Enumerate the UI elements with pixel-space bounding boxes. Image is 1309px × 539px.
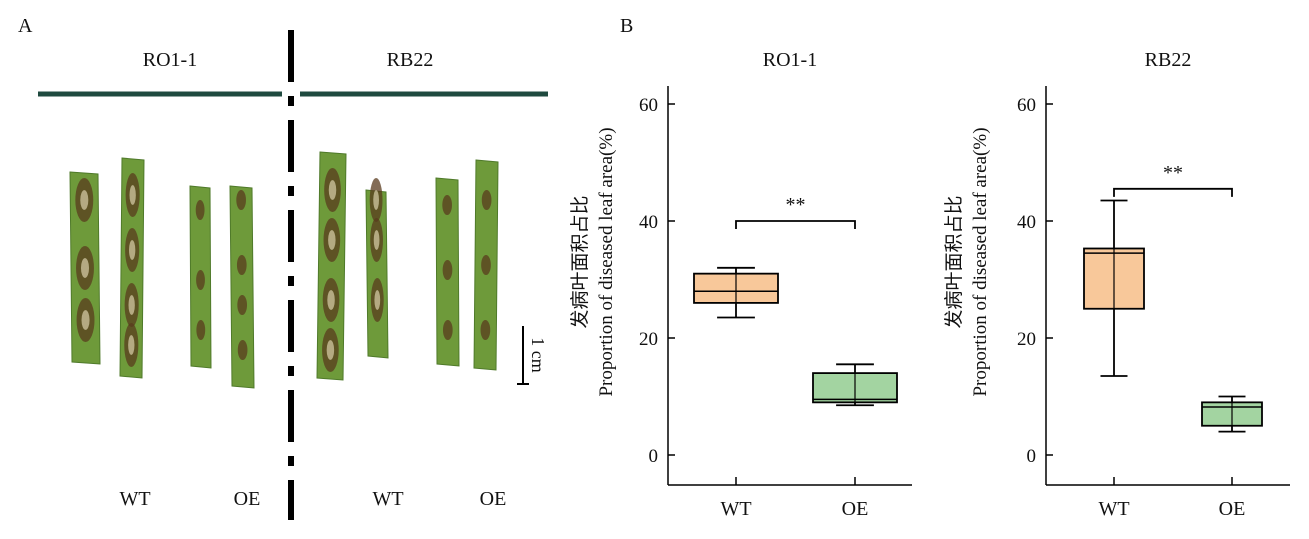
panel-a: A RO1-1 RB22 1 cm WT OE WT OE xyxy=(18,15,548,520)
leaf-3-lesion-3 xyxy=(196,320,206,340)
ylabel-en-ro1-1: Proportion of diseased leaf area(%) xyxy=(596,127,617,396)
leaf-1-lesion-center-1 xyxy=(80,190,89,210)
chart-ro1-1-significance-bracket xyxy=(735,220,856,229)
chart-ro1-1-xtick-label-oe: OE xyxy=(842,498,869,520)
leaf-5-lesion-center-1 xyxy=(328,180,337,200)
chart-ro1-1-significance-label: ** xyxy=(786,194,806,216)
leaf-5-lesion-center-3 xyxy=(327,290,335,310)
leaf-4-lesion-1 xyxy=(236,190,246,210)
leaf-2-lesion-center-4 xyxy=(128,335,135,355)
label-ro1-1-oe: OE xyxy=(234,488,261,510)
leaf-4-lesion-3 xyxy=(237,295,248,315)
chart-ro1-1: RO1-1 发病叶面积占比 Proportion of diseased lea… xyxy=(569,49,912,520)
leaf-3-lesion-2 xyxy=(196,270,205,290)
group-title-rb22: RB22 xyxy=(387,49,434,71)
leaf-6-lesion-center-1 xyxy=(373,190,379,210)
leaf-1-lesion-center-2 xyxy=(80,258,90,278)
group-title-ro1-1: RO1-1 xyxy=(143,49,197,71)
leaf-2-lesion-center-3 xyxy=(128,295,135,315)
leaf-5-lesion-center-4 xyxy=(326,340,335,360)
leaf-8-lesion-1 xyxy=(481,190,492,210)
label-rb22-wt: WT xyxy=(372,488,403,510)
ylabel-en-rb22: Proportion of diseased leaf area(%) xyxy=(970,127,991,396)
panel-b: B RO1-1 发病叶面积占比 Proportion of diseased l… xyxy=(569,15,1290,520)
chart-ro1-1-ytick-label-20: 20 xyxy=(639,329,658,350)
label-rb22-oe: OE xyxy=(480,488,507,510)
label-ro1-1-wt: WT xyxy=(119,488,150,510)
chart-rb22-ytick-label-40: 40 xyxy=(1017,212,1036,233)
chart-ro1-1-ytick-label-40: 40 xyxy=(639,212,658,233)
leaf-2-lesion-center-1 xyxy=(129,185,136,205)
chart-rb22-significance-label: ** xyxy=(1163,162,1183,184)
leaf-1-lesion-center-3 xyxy=(81,310,90,330)
chart-rb22-ytick-label-60: 60 xyxy=(1017,95,1036,116)
chart-rb22-xtick-label-oe: OE xyxy=(1219,498,1246,520)
leaf-4-lesion-2 xyxy=(236,255,247,275)
panel-b-letter: B xyxy=(620,15,633,37)
leaf-5 xyxy=(316,151,347,381)
chart-title-rb22: RB22 xyxy=(1145,49,1192,71)
leaf-5-lesion-center-2 xyxy=(328,230,336,250)
leaf-7-lesion-3 xyxy=(442,320,453,340)
leaf-7-lesion-2 xyxy=(442,260,453,280)
chart-title-ro1-1: RO1-1 xyxy=(763,49,817,71)
leaf-4-lesion-4 xyxy=(237,340,248,360)
leaf-6-lesion-center-2 xyxy=(373,230,380,250)
chart-rb22-ytick-label-0: 0 xyxy=(1027,446,1037,467)
ylabel-cn-rb22: 发病叶面积占比 xyxy=(943,195,965,328)
leaf-2-lesion-center-2 xyxy=(128,240,136,260)
leaf-samples xyxy=(69,151,499,389)
chart-ro1-1-ytick-label-0: 0 xyxy=(649,446,659,467)
chart-rb22-ytick-label-20: 20 xyxy=(1017,329,1036,350)
scale-bar-label: 1 cm xyxy=(528,337,548,373)
chart-ro1-1-xtick-label-wt: WT xyxy=(720,498,751,520)
chart-rb22-xtick-label-wt: WT xyxy=(1098,498,1129,520)
leaf-4 xyxy=(229,185,255,389)
leaf-3-lesion-1 xyxy=(195,200,205,220)
chart-rb22-significance-bracket xyxy=(1113,187,1233,197)
leaf-7-lesion-1 xyxy=(442,195,452,215)
leaf-8-lesion-3 xyxy=(480,320,491,340)
leaf-8-lesion-2 xyxy=(481,255,491,275)
chart-ro1-1-ytick-label-60: 60 xyxy=(639,95,658,116)
chart-rb22: RB22 发病叶面积占比 Proportion of diseased leaf… xyxy=(943,49,1290,520)
ylabel-cn-ro1-1: 发病叶面积占比 xyxy=(569,195,591,328)
leaf-6-lesion-center-3 xyxy=(374,290,381,310)
panel-a-letter: A xyxy=(18,15,33,37)
